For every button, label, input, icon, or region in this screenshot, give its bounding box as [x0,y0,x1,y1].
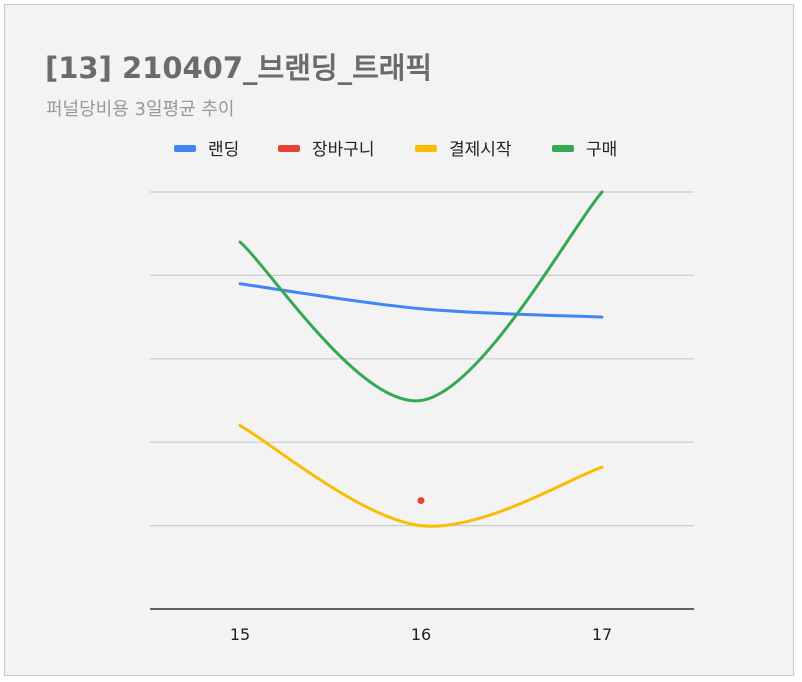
legend-swatch [552,145,574,152]
chart-card: [13] 210407_브랜딩_트래픽 퍼널당비용 3일평균 추이 [4,4,794,676]
legend-swatch [415,145,437,152]
x-tick-label: 15 [230,625,250,644]
x-tick-label: 17 [592,625,612,644]
chart-title: [13] 210407_브랜딩_트래픽 [45,51,433,85]
legend-item[interactable]: 결제시작 [415,140,512,160]
series-lines [238,190,604,528]
series-0-line [238,282,604,319]
legend-label: 결제시작 [449,140,512,160]
legend-item[interactable]: 장바구니 [278,140,375,160]
legend-label: 장바구니 [312,140,375,160]
x-tick-label: 16 [411,625,431,644]
series-3-line [238,190,604,403]
legend-item[interactable]: 구매 [552,140,617,160]
series-2-line [238,424,604,528]
gridlines [150,191,694,527]
legend-swatch [174,145,196,152]
legend-item[interactable]: 랜딩 [174,140,239,160]
chart-subtitle: 퍼널당비용 3일평균 추이 [46,99,235,120]
x-axis: 15 16 17 [150,608,694,644]
legend-label: 랜딩 [208,140,239,160]
legend-swatch [278,145,300,152]
series-1-point [417,497,425,505]
legend-label: 구매 [586,140,617,160]
chart-legend: 랜딩 장바구니 결제시작 구매 [174,140,617,160]
